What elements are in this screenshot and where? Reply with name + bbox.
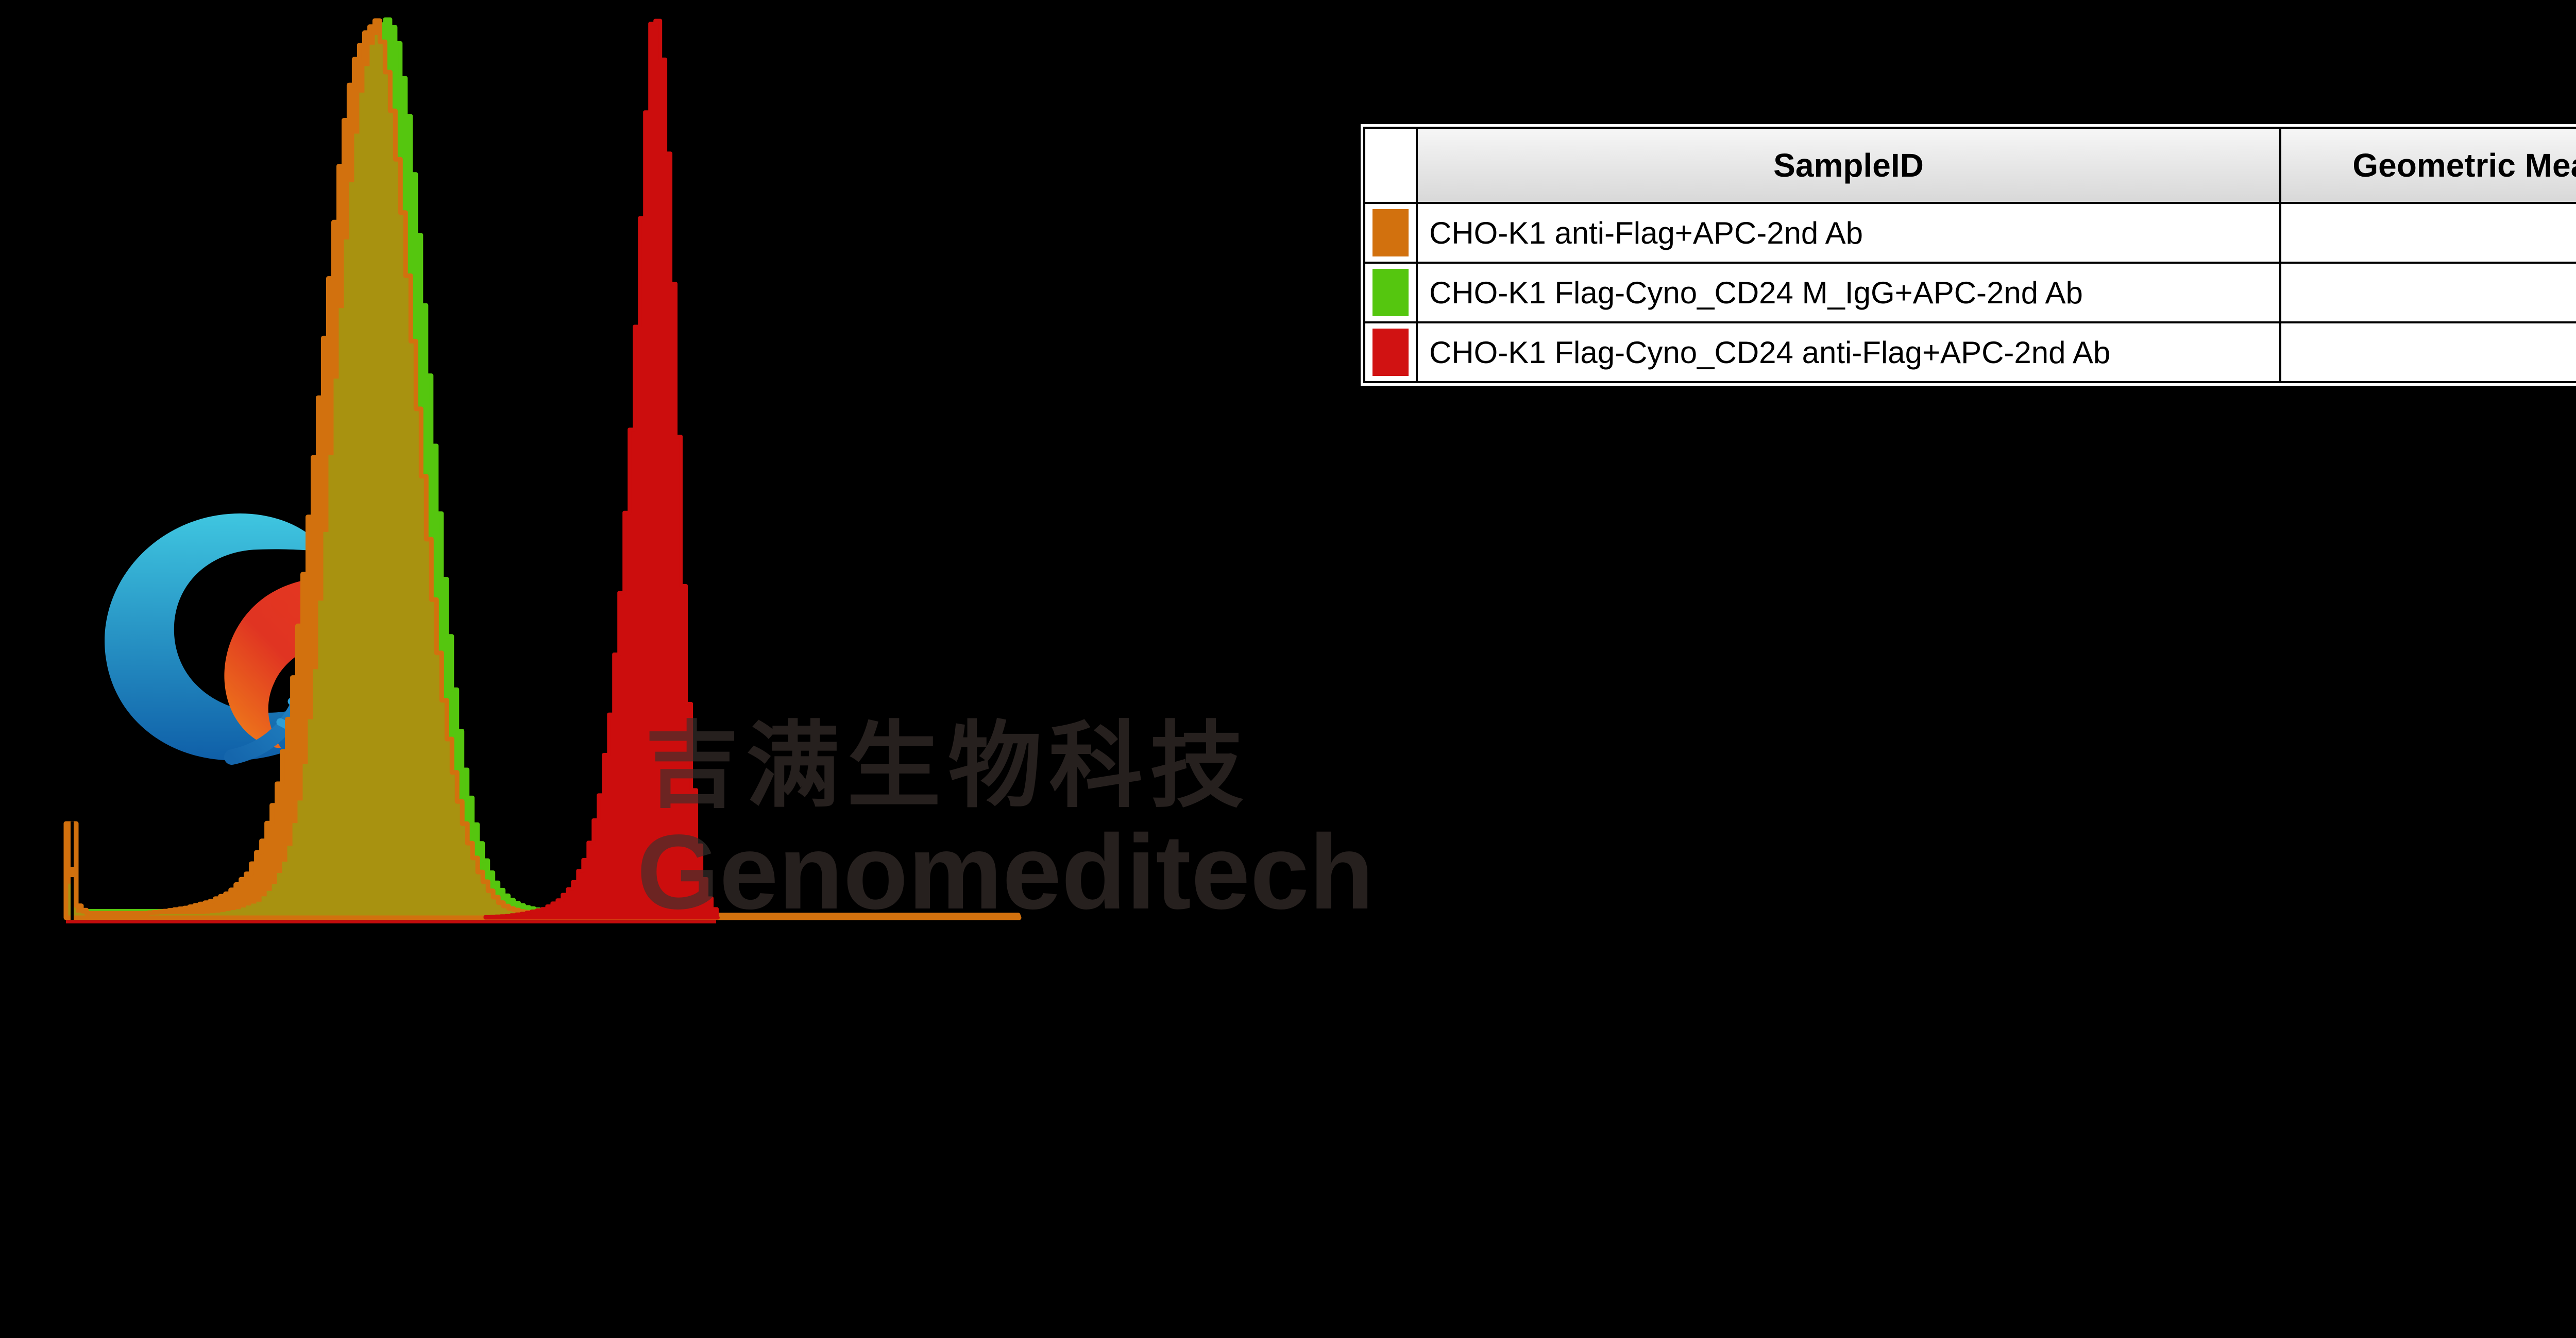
watermark-cjk-text: 吉满生物科技 xyxy=(645,713,1251,818)
histogram-plot xyxy=(63,17,1022,923)
orange-histogram-area xyxy=(66,21,1019,918)
geometric-mean-cell: 881 xyxy=(2279,262,2576,323)
swatch-cell xyxy=(1363,321,1418,383)
geometric-mean-cell: 674 xyxy=(2279,202,2576,264)
geometric-mean-cell: 41697 xyxy=(2279,321,2576,383)
legend-row: CHO-K1 Flag-Cyno_CD24 anti-Flag+APC-2nd … xyxy=(1363,321,2576,383)
sample-id-cell: CHO-K1 anti-Flag+APC-2nd Ab xyxy=(1416,202,2281,264)
sample-id-cell: CHO-K1 Flag-Cyno_CD24 anti-Flag+APC-2nd … xyxy=(1416,321,2281,383)
legend-header-swatch-cell xyxy=(1363,127,1418,204)
watermark-latin-text: Genomeditech xyxy=(637,813,1374,931)
logo-swirl xyxy=(105,513,368,761)
swatch-cell xyxy=(1363,202,1418,264)
legend-header-sampleid: SampleID xyxy=(1416,127,2281,204)
series-color-swatch xyxy=(1372,269,1409,316)
series-color-swatch xyxy=(1372,329,1409,376)
red-histogram-area xyxy=(483,19,720,920)
legend-row: CHO-K1 anti-Flag+APC-2nd Ab 674 xyxy=(1363,202,2576,264)
legend-table: SampleID Geometric Mean : R675-H CHO-K1 … xyxy=(1363,127,2576,383)
legend-header-metric: Geometric Mean : R675-H xyxy=(2279,127,2576,204)
series-color-swatch xyxy=(1372,209,1409,256)
orange-green-overlap-area xyxy=(66,35,562,918)
sample-id-cell: CHO-K1 Flag-Cyno_CD24 M_IgG+APC-2nd Ab xyxy=(1416,262,2281,323)
legend-header-row: SampleID Geometric Mean : R675-H xyxy=(1363,127,2576,204)
orange-histogram-outline xyxy=(63,18,1022,920)
swatch-cell xyxy=(1363,262,1418,323)
legend-row: CHO-K1 Flag-Cyno_CD24 M_IgG+APC-2nd Ab 8… xyxy=(1363,262,2576,323)
